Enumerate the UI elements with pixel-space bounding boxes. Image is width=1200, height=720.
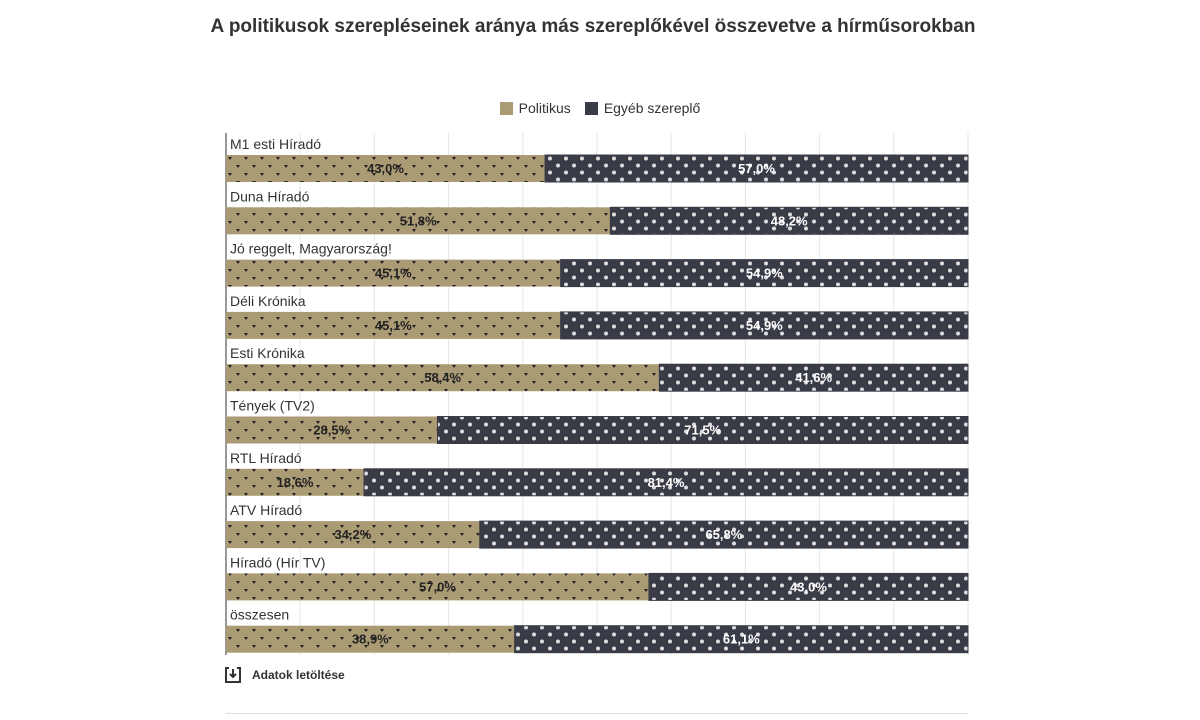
bar-politikus[interactable] xyxy=(226,259,561,287)
category-label: Duna Híradó xyxy=(230,188,310,204)
data-label: 61,1% xyxy=(723,632,760,647)
legend-label: Politikus xyxy=(518,100,571,116)
bar-politikus[interactable] xyxy=(226,416,438,444)
download-icon xyxy=(225,667,241,683)
data-label: 43,0% xyxy=(367,161,404,176)
data-label: 41,6% xyxy=(795,370,832,385)
category-label: Esti Krónika xyxy=(230,345,305,361)
data-label: 28,5% xyxy=(313,423,350,438)
bar-egyeb[interactable] xyxy=(658,363,969,392)
data-label: 48,2% xyxy=(771,213,808,228)
bar-politikus[interactable] xyxy=(226,207,611,235)
bar-egyeb[interactable] xyxy=(560,259,969,288)
data-label: 34,2% xyxy=(334,527,371,542)
category-label: M1 esti Híradó xyxy=(230,136,321,152)
legend-label: Egyéb szereplő xyxy=(603,100,701,116)
bar-politikus[interactable] xyxy=(226,625,515,653)
legend-item-egyeb[interactable]: Egyéb szereplő xyxy=(584,100,701,116)
data-label: 45,1% xyxy=(375,266,412,281)
data-label: 45,1% xyxy=(375,318,412,333)
legend-swatch-politikus xyxy=(499,101,513,115)
bar-egyeb[interactable] xyxy=(479,520,969,549)
chart-title: A politikusok szerepléseinek aránya más … xyxy=(210,16,976,37)
data-label: 57,0% xyxy=(738,161,775,176)
bar-egyeb[interactable] xyxy=(609,206,969,235)
bar-egyeb[interactable] xyxy=(648,572,969,601)
bar-egyeb[interactable] xyxy=(544,154,969,183)
category-label: Tények (TV2) xyxy=(230,398,315,414)
divider xyxy=(226,713,968,714)
bar-politikus[interactable] xyxy=(226,468,365,496)
bar-politikus[interactable] xyxy=(226,573,649,601)
data-label: 18,6% xyxy=(277,475,314,490)
data-label: 54,9% xyxy=(746,318,783,333)
bar-egyeb[interactable] xyxy=(363,468,969,497)
data-label: 54,9% xyxy=(746,266,783,281)
bar-politikus[interactable] xyxy=(226,521,480,549)
category-label: Déli Krónika xyxy=(230,293,306,309)
data-label: 81,4% xyxy=(648,475,685,490)
bar-egyeb[interactable] xyxy=(560,311,969,340)
data-label: 51,8% xyxy=(400,213,437,228)
bar-politikus[interactable] xyxy=(226,364,660,392)
data-label: 58,4% xyxy=(424,370,461,385)
category-label: ATV Híradó xyxy=(230,502,302,518)
download-data-button[interactable]: Adatok letöltése xyxy=(224,666,345,684)
category-label: Jó reggelt, Magyarország! xyxy=(230,241,392,257)
bar-politikus[interactable] xyxy=(226,155,546,182)
legend-swatch-egyeb xyxy=(584,101,598,115)
data-label: 71,5% xyxy=(684,423,721,438)
bar-egyeb[interactable] xyxy=(436,416,969,444)
data-label: 57,0% xyxy=(419,579,456,594)
category-label: RTL Híradó xyxy=(230,450,302,466)
legend: Politikus Egyéb szereplő xyxy=(0,100,1200,116)
category-label: összesen xyxy=(230,607,289,623)
data-label: 65,8% xyxy=(705,527,742,542)
bar-egyeb[interactable] xyxy=(514,625,969,654)
data-label: 43,0% xyxy=(790,579,827,594)
download-label: Adatok letöltése xyxy=(252,668,345,682)
bar-politikus[interactable] xyxy=(226,311,561,339)
data-label: 38,9% xyxy=(352,632,389,647)
legend-item-politikus[interactable]: Politikus xyxy=(499,100,571,116)
category-label: Híradó (Hír TV) xyxy=(230,554,325,570)
